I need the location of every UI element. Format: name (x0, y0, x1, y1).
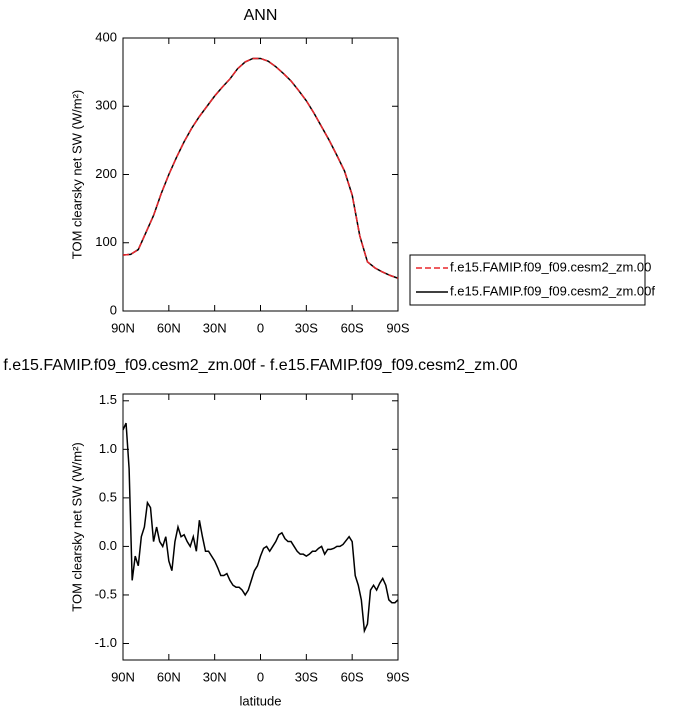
y-tick-label: 1.0 (99, 441, 117, 456)
plot-frame (122, 37, 399, 312)
chart-title: ANN (244, 7, 278, 24)
x-tick-label: 30N (203, 669, 227, 684)
x-tick-label: 90N (111, 320, 135, 335)
x-axis-label: latitude (240, 693, 282, 708)
x-tick-label: 0 (257, 669, 264, 684)
data-line (122, 57, 399, 279)
legend-label: f.e15.FAMIP.f09_f09.cesm2_zm.00 (450, 259, 651, 274)
y-tick-label: -1.0 (95, 635, 117, 650)
x-tick-label: 30S (295, 320, 318, 335)
legend-label: f.e15.FAMIP.f09_f09.cesm2_zm.00f (450, 283, 655, 298)
x-tick-label: 90S (386, 320, 409, 335)
y-axis-label: TOM clearsky net SW (W/m²) (69, 90, 84, 259)
y-tick-label: -0.5 (95, 586, 117, 601)
y-tick-label: 200 (95, 166, 117, 181)
y-tick-label: 100 (95, 234, 117, 249)
y-tick-label: 1.5 (99, 392, 117, 407)
x-tick-label: 60N (157, 320, 181, 335)
x-tick-label: 60S (341, 669, 364, 684)
chart-title: f.e15.FAMIP.f09_f09.cesm2_zm.00f - f.e15… (3, 357, 517, 374)
data-line (122, 422, 399, 634)
x-tick-label: 60N (157, 669, 181, 684)
x-tick-label: 0 (257, 320, 264, 335)
plot-frame (122, 393, 399, 661)
x-tick-label: 60S (341, 320, 364, 335)
y-tick-label: 0 (110, 302, 117, 317)
x-tick-label: 30S (295, 669, 318, 684)
data-line (122, 57, 399, 279)
x-tick-label: 30N (203, 320, 227, 335)
legend-box (409, 254, 646, 306)
y-tick-label: 0.5 (99, 489, 117, 504)
y-axis-label: TOM clearsky net SW (W/m²) (69, 442, 84, 611)
y-tick-label: 0.0 (99, 538, 117, 553)
y-tick-label: 400 (95, 29, 117, 44)
y-tick-label: 300 (95, 98, 117, 113)
x-tick-label: 90S (386, 669, 409, 684)
x-tick-label: 90N (111, 669, 135, 684)
